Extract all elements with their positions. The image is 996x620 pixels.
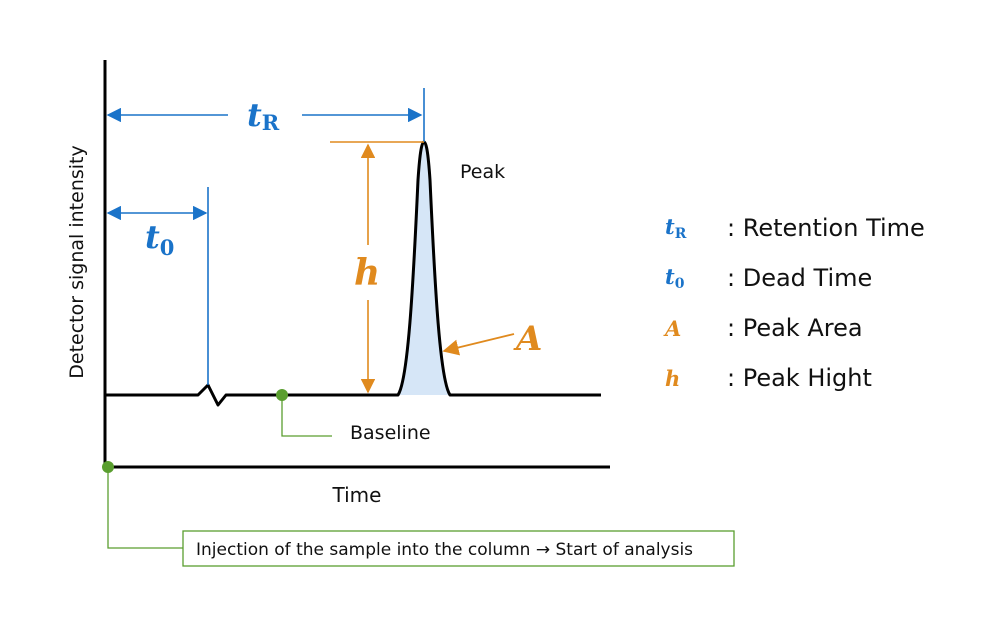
signal-trace [105, 140, 601, 407]
legend-symbol: A [665, 315, 682, 341]
h-marker: h [354, 252, 380, 294]
legend-symbol: t0 [665, 264, 685, 292]
injection-label: Injection of the sample into the column … [196, 540, 693, 560]
injection-box [182, 530, 735, 567]
legend-symbol: tR [665, 214, 687, 242]
legend-row: A : Peak Area [665, 303, 985, 353]
t0-marker: t0 [145, 218, 174, 260]
tr-marker: tR [247, 96, 280, 135]
legend-description: : Peak Area [727, 314, 863, 342]
legend-symbol: h [665, 365, 681, 391]
legend-row: tR : Retention Time [665, 203, 985, 253]
legend-description: : Retention Time [727, 214, 925, 242]
legend: tR : Retention Time t0 : Dead Time A : Peak A… [665, 203, 985, 403]
baseline-label: Baseline [350, 422, 431, 444]
area-pointer-arrow [442, 333, 515, 356]
injection-leader [107, 467, 183, 549]
legend-row: t0 : Dead Time [665, 253, 985, 303]
x-axis-label: Time [332, 483, 382, 507]
legend-row: h : Peak Hight [665, 353, 985, 403]
peak-label: Peak [460, 161, 505, 183]
legend-description: : Peak Hight [727, 364, 872, 392]
y-axis-label: Detector signal intensity [66, 145, 88, 378]
peak-area-fill [398, 142, 450, 395]
area-marker: A [513, 319, 542, 359]
baseline-leader [281, 395, 332, 437]
legend-description: : Dead Time [727, 264, 873, 292]
